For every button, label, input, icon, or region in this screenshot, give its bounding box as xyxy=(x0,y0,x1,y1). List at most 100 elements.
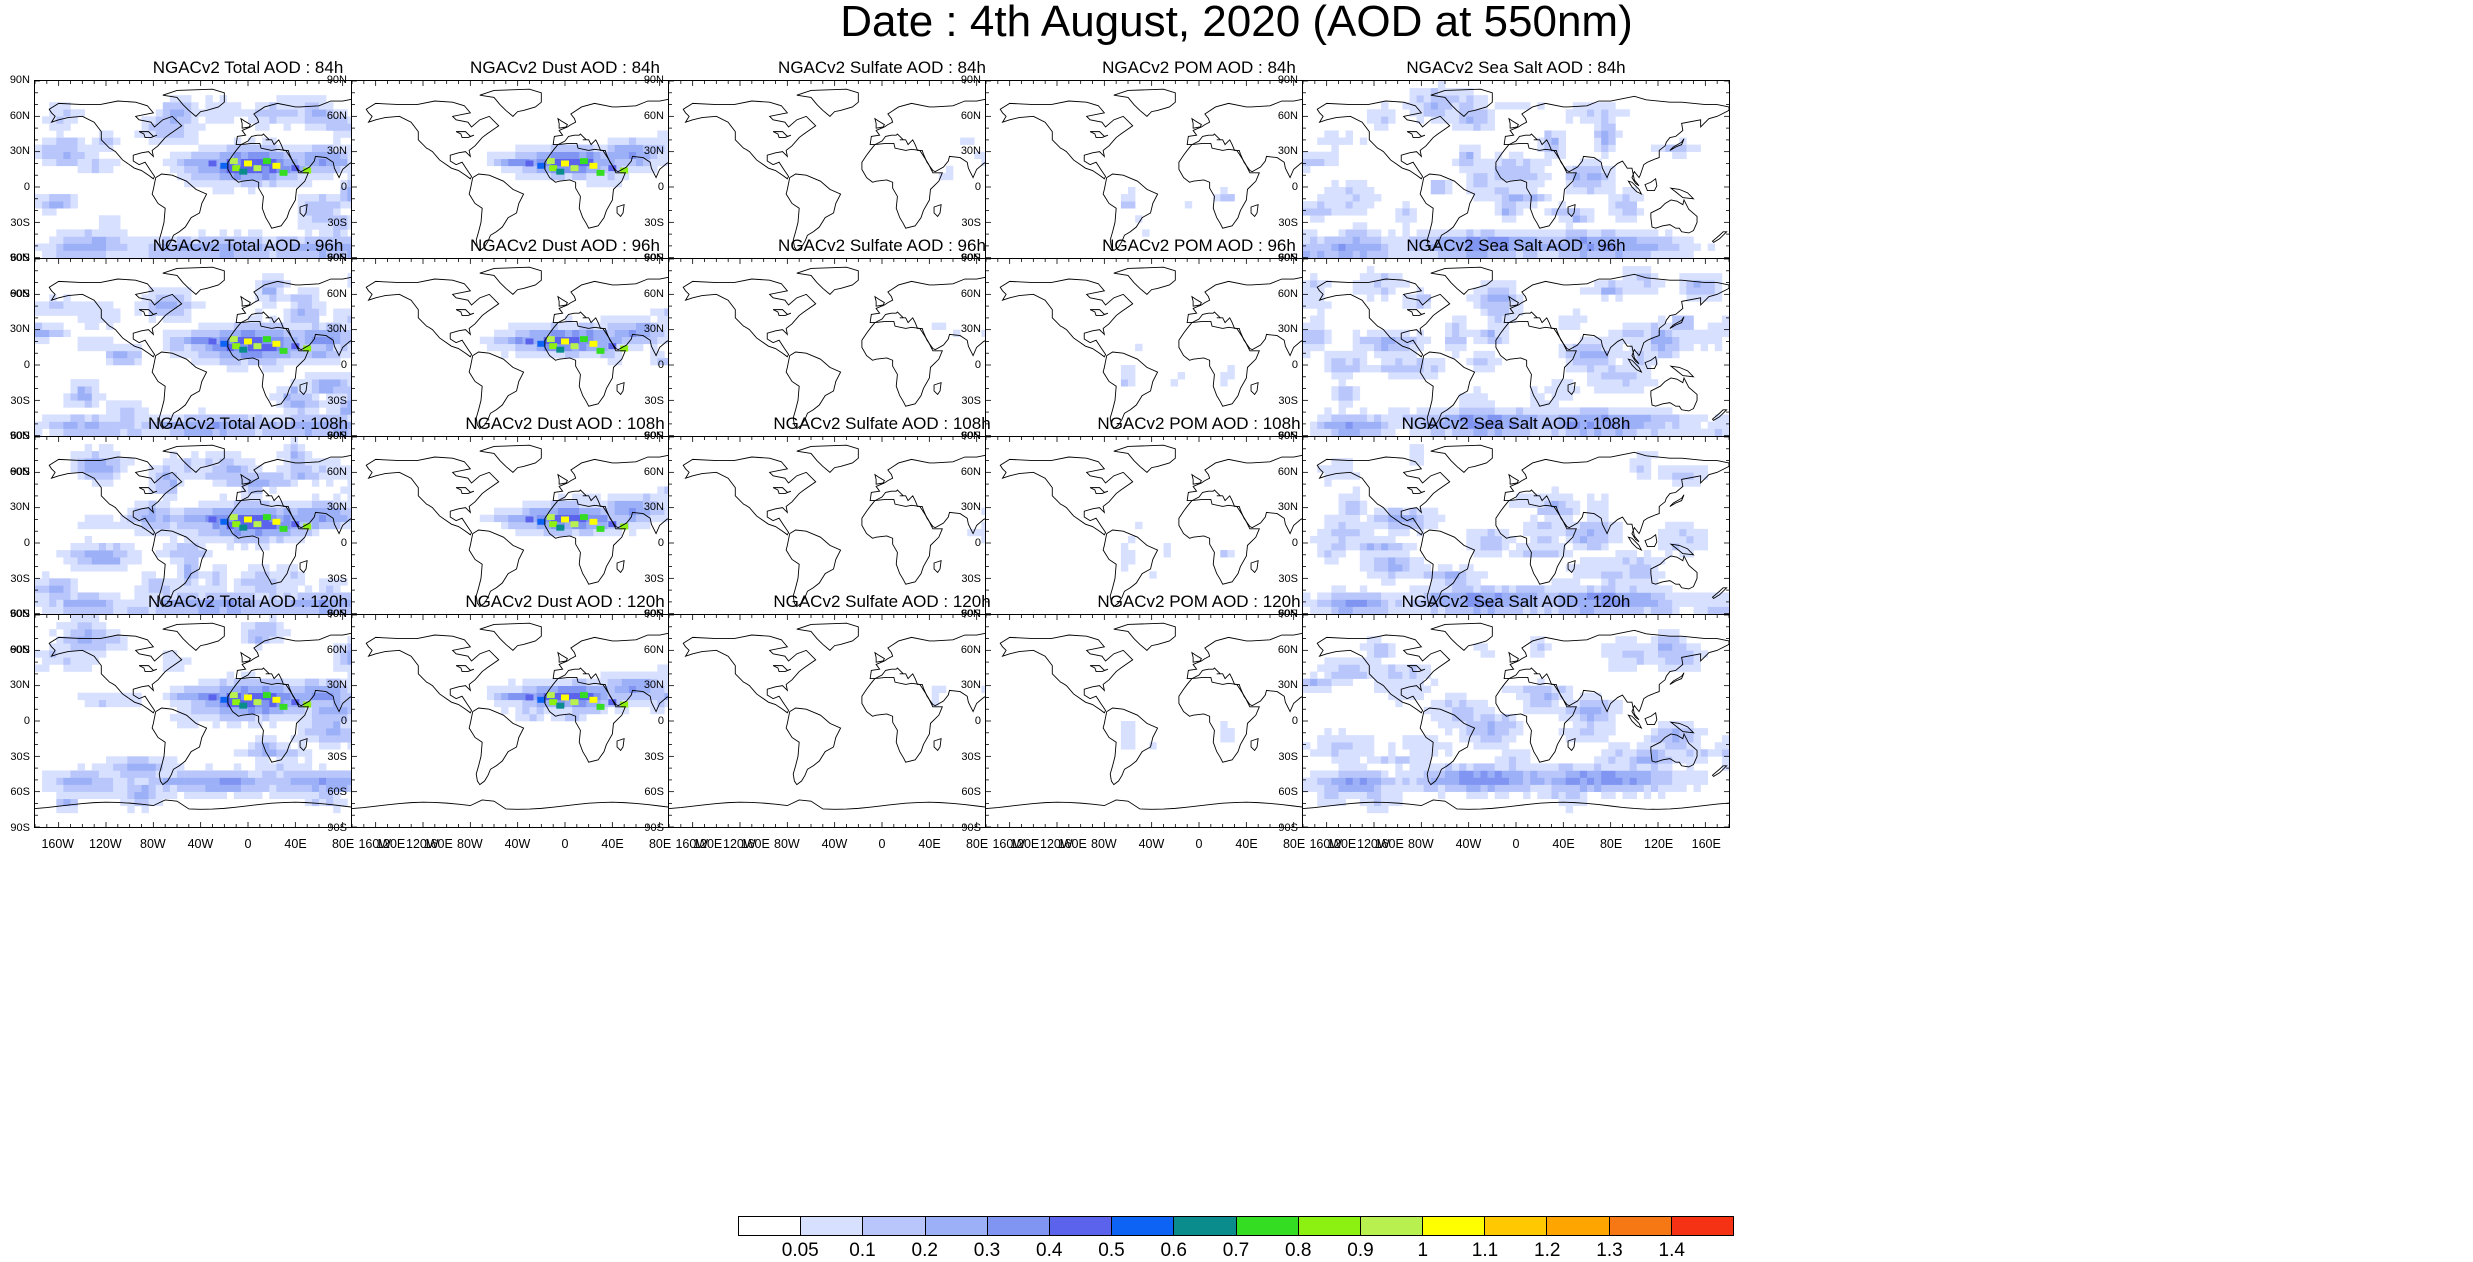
lat-label: 30N xyxy=(961,501,981,513)
lat-label: 60N xyxy=(1278,110,1298,122)
lat-label: 60N xyxy=(327,288,347,300)
colorbar-swatch xyxy=(988,1217,1050,1235)
colorbar-tick-label: 1.1 xyxy=(1472,1240,1498,1261)
colorbar-swatch xyxy=(1361,1217,1423,1235)
lat-label: 0 xyxy=(341,537,347,549)
lat-label: 60N xyxy=(10,644,30,656)
lat-label: 60N xyxy=(644,288,664,300)
lon-label: 80W xyxy=(774,837,800,851)
colorbar-tick-label: 0.9 xyxy=(1347,1240,1373,1261)
lat-label: 90N xyxy=(327,74,347,86)
lon-label: 40W xyxy=(1456,837,1482,851)
panel-title: NGACv2 Sea Salt AOD : 108h xyxy=(1302,414,1730,434)
colorbar-tick-label: 1.4 xyxy=(1659,1240,1685,1261)
aod-field xyxy=(1121,522,1235,579)
lat-label: 60N xyxy=(961,466,981,478)
lat-label: 90S xyxy=(644,822,664,834)
lat-label: 30S xyxy=(10,573,30,585)
lat-label: 30S xyxy=(644,751,664,763)
lat-label: 30N xyxy=(1278,323,1298,335)
lon-label: 0 xyxy=(879,837,886,851)
lon-label: 80W xyxy=(1091,837,1117,851)
lon-label: 80W xyxy=(1408,837,1434,851)
lat-label: 0 xyxy=(658,359,664,371)
lat-label: 60N xyxy=(1278,288,1298,300)
lat-label: 30N xyxy=(644,145,664,157)
lat-label: 60N xyxy=(644,644,664,656)
colorbar-tick-label: 1.3 xyxy=(1596,1240,1622,1261)
colorbar-tick-label: 0.4 xyxy=(1036,1240,1062,1261)
panel-title: NGACv2 Sea Salt AOD : 84h xyxy=(1302,58,1730,78)
lat-label: 30S xyxy=(10,217,30,229)
lat-label: 30N xyxy=(644,501,664,513)
colorbar-swatch xyxy=(1423,1217,1485,1235)
colorbar-swatch xyxy=(1174,1217,1236,1235)
lat-label: 30S xyxy=(961,217,981,229)
map-area xyxy=(1302,614,1730,828)
colorbar-swatch xyxy=(801,1217,863,1235)
lat-label: 0 xyxy=(658,181,664,193)
lon-label: 40E xyxy=(1552,837,1574,851)
lat-label: 60S xyxy=(327,786,347,798)
lat-label: 60S xyxy=(961,786,981,798)
lon-label: 40E xyxy=(284,837,306,851)
lat-label: 0 xyxy=(975,181,981,193)
lon-label: 40W xyxy=(1139,837,1165,851)
lat-label: 30S xyxy=(1278,573,1298,585)
lat-label: 60N xyxy=(10,288,30,300)
lat-label: 60N xyxy=(327,466,347,478)
lat-label: 30N xyxy=(961,145,981,157)
lat-label: 0 xyxy=(341,359,347,371)
lat-label: 60N xyxy=(1278,466,1298,478)
lat-label: 30N xyxy=(327,679,347,691)
lat-label: 90N xyxy=(10,430,30,442)
lon-label: 40E xyxy=(918,837,940,851)
figure-title: Date : 4th August, 2020 (AOD at 550nm) xyxy=(0,0,2473,44)
lat-label: 30S xyxy=(327,573,347,585)
lon-label: 120W xyxy=(1357,837,1390,851)
lat-label: 0 xyxy=(341,181,347,193)
lat-label: 30N xyxy=(961,323,981,335)
lat-label: 0 xyxy=(658,537,664,549)
lon-label: 0 xyxy=(562,837,569,851)
panel-title: NGACv2 Sea Salt AOD : 96h xyxy=(1302,236,1730,256)
lat-label: 60N xyxy=(644,110,664,122)
lon-label: 40W xyxy=(822,837,848,851)
lat-label: 30N xyxy=(10,323,30,335)
lat-label: 90N xyxy=(961,74,981,86)
lat-label: 30N xyxy=(644,323,664,335)
lat-label: 30S xyxy=(961,573,981,585)
lon-label: 40W xyxy=(188,837,214,851)
lon-label: 80E xyxy=(1600,837,1622,851)
lat-label: 30N xyxy=(1278,501,1298,513)
lat-label: 30S xyxy=(1278,395,1298,407)
lat-label: 90N xyxy=(10,252,30,264)
lat-label: 90N xyxy=(644,74,664,86)
colorbar-tick-label: 0.3 xyxy=(974,1240,1000,1261)
lat-label: 90N xyxy=(10,608,30,620)
lat-label: 60N xyxy=(961,110,981,122)
lon-label: 120W xyxy=(406,837,439,851)
colorbar-swatch xyxy=(1672,1217,1733,1235)
lat-label: 90S xyxy=(327,822,347,834)
colorbar-tick-label: 0.2 xyxy=(912,1240,938,1261)
lat-label: 90N xyxy=(1278,74,1298,86)
lat-label: 0 xyxy=(975,715,981,727)
lon-label: 120W xyxy=(1040,837,1073,851)
lon-label: 120E xyxy=(1644,837,1673,851)
lat-label: 90N xyxy=(644,430,664,442)
lat-label: 30S xyxy=(327,751,347,763)
lon-label: 160W xyxy=(41,837,74,851)
lat-label: 30N xyxy=(1278,145,1298,157)
lat-label: 30S xyxy=(644,395,664,407)
lat-label: 30N xyxy=(327,145,347,157)
lat-label: 90N xyxy=(644,252,664,264)
lat-label: 60S xyxy=(10,786,30,798)
lat-label: 30S xyxy=(327,217,347,229)
lat-label: 60N xyxy=(327,644,347,656)
colorbar-tick-label: 0.1 xyxy=(849,1240,875,1261)
lat-label: 90S xyxy=(10,822,30,834)
lat-label: 30S xyxy=(10,395,30,407)
panel-title: NGACv2 Sea Salt AOD : 120h xyxy=(1302,592,1730,612)
